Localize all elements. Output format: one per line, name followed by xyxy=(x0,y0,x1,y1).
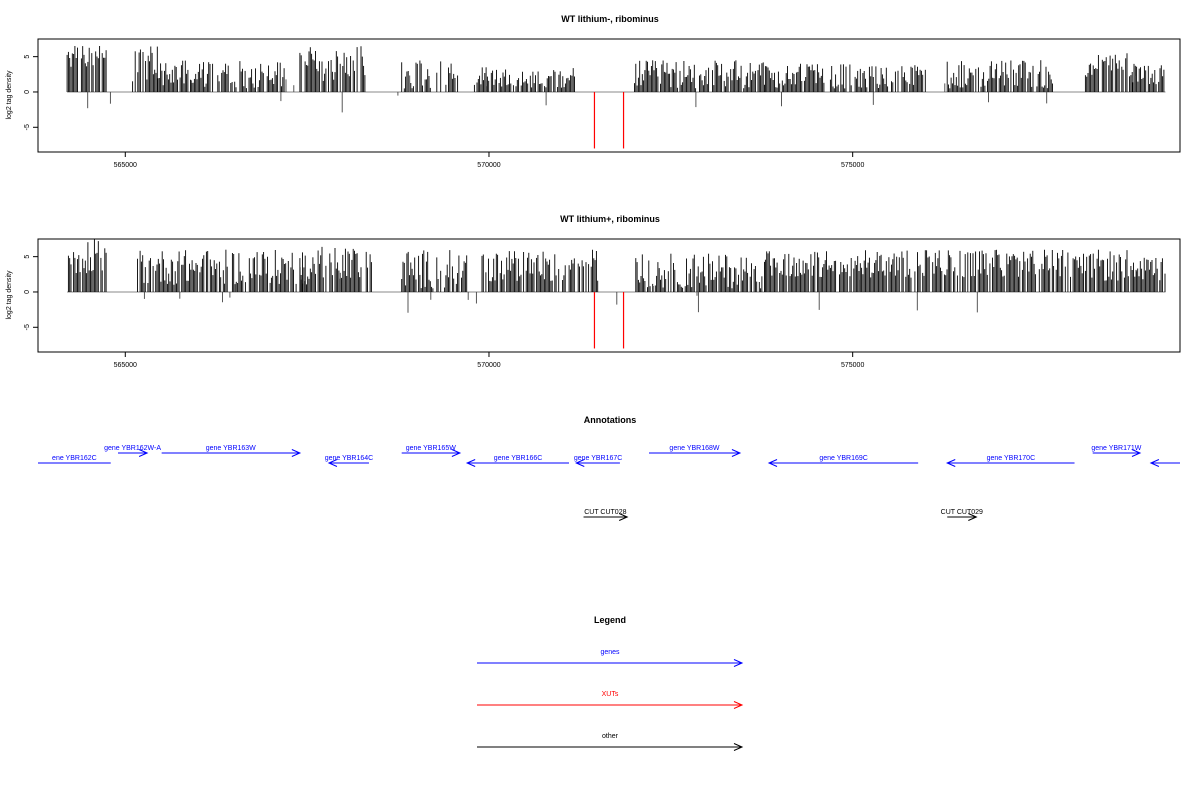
annotation-feature: gene YBR163W xyxy=(161,445,302,457)
feature-label: gene YBR167C xyxy=(574,455,623,462)
feature-arrowhead xyxy=(1149,459,1160,467)
plot-frame xyxy=(37,238,1181,353)
x-tick-label: 570000 xyxy=(477,162,500,169)
annotations-title: Annotations xyxy=(584,415,637,425)
y-axis-label: log2 tag density xyxy=(6,270,13,320)
y-tick-label: -5 xyxy=(24,324,31,330)
feature-arrowhead xyxy=(1131,449,1142,457)
annotation-feature: gene YBR169C xyxy=(767,455,919,467)
annotation-track: Annotations ene YBR162C gene YBR162W-A gen… xyxy=(38,415,1180,521)
feature-label: gene YBR169C xyxy=(819,455,868,462)
legend-label: other xyxy=(602,733,619,740)
feature-arrowhead xyxy=(291,449,302,457)
feature-arrowhead xyxy=(731,449,742,457)
legend-title: Legend xyxy=(594,615,626,625)
panel-title: WT lithium+, ribominus xyxy=(560,214,660,224)
feature-label: gene YBR168W xyxy=(669,445,719,452)
feature-label: gene YBR163W xyxy=(206,445,256,452)
feature-arrowhead xyxy=(465,459,476,467)
feature-arrowhead xyxy=(327,459,338,467)
feature-label: gene YBR162W-A xyxy=(104,445,161,452)
annotation-feature: gene YBR164C xyxy=(325,455,374,467)
annotation-feature: gene YBR162W-A xyxy=(104,445,161,457)
feature-label: gene YBR170C xyxy=(987,455,1036,462)
legend: Legend genes XUTs other xyxy=(477,615,744,751)
feature-label: gene YBR171W xyxy=(1091,445,1141,452)
annotation-feature: ene YBR162C xyxy=(38,455,111,464)
legend-arrowhead xyxy=(733,743,744,751)
feature-arrowhead xyxy=(575,459,585,467)
legend-arrowhead xyxy=(733,701,744,709)
density-panel-lithium-plus: WT lithium+, ribominus 565000 570000 57500… xyxy=(6,214,1181,369)
feature-label: ene YBR162C xyxy=(52,455,97,462)
annotation-feature: gene YBR166C xyxy=(465,455,569,467)
feature-label: CUT CUT028 xyxy=(584,509,626,516)
legend-item: XUTs xyxy=(477,691,744,709)
x-tick-label: 575000 xyxy=(841,162,864,169)
feature-arrowhead xyxy=(767,459,778,467)
annotation-feature: gene YBR170C xyxy=(945,455,1075,467)
annotation-feature: gene YBR167C xyxy=(574,455,623,467)
feature-label: gene YBR166C xyxy=(494,455,543,462)
annotation-feature: gene YBR165W xyxy=(401,445,462,457)
legend-label: XUTs xyxy=(602,691,619,698)
annotation-feature: gene YBR171W xyxy=(1091,445,1142,457)
legend-arrowhead xyxy=(733,659,744,667)
feature-label: gene YBR165W xyxy=(406,445,456,452)
feature-arrowhead xyxy=(945,459,956,467)
x-tick-label: 565000 xyxy=(114,362,137,369)
annotation-feature xyxy=(1149,459,1180,467)
plot-frame xyxy=(37,38,1181,153)
annotation-feature: CUT CUT029 xyxy=(941,509,983,521)
feature-label: CUT CUT029 xyxy=(941,509,983,516)
annotation-feature: gene YBR168W xyxy=(649,445,742,457)
feature-arrowhead xyxy=(968,513,978,521)
y-tick-label: -5 xyxy=(24,124,31,130)
feature-arrowhead xyxy=(138,449,149,457)
feature-arrowhead xyxy=(618,513,629,521)
feature-label: gene YBR164C xyxy=(325,455,374,462)
density-panel-lithium-minus: WT lithium-, ribominus 565000 570000 57500… xyxy=(6,14,1181,169)
x-tick-label: 565000 xyxy=(114,162,137,169)
y-tick-label: 5 xyxy=(24,255,31,259)
x-tick-label: 575000 xyxy=(841,362,864,369)
y-tick-label: 5 xyxy=(24,55,31,59)
legend-item: other xyxy=(477,733,744,751)
legend-item: genes xyxy=(477,649,744,667)
panel-title: WT lithium-, ribominus xyxy=(561,14,659,24)
annotation-feature: CUT CUT028 xyxy=(583,509,629,521)
y-tick-label: 0 xyxy=(24,90,31,94)
x-tick-label: 570000 xyxy=(477,362,500,369)
y-axis-label: log2 tag density xyxy=(6,70,13,120)
density-bars xyxy=(67,239,1166,349)
density-bars xyxy=(66,46,1165,149)
y-tick-label: 0 xyxy=(24,290,31,294)
legend-label: genes xyxy=(600,649,620,656)
feature-arrowhead xyxy=(451,449,462,457)
